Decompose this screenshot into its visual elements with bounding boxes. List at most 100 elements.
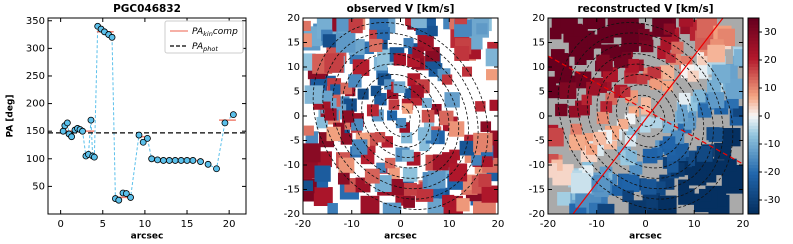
voronoi-bin xyxy=(314,165,331,182)
colorbar-tick-label: -20 xyxy=(764,167,780,178)
velocity-map xyxy=(303,18,498,214)
isophote-contour xyxy=(557,22,734,210)
x-tick-label: 20 xyxy=(737,219,750,230)
voronoi-bin xyxy=(674,152,687,165)
colorbar-step xyxy=(748,148,759,153)
colorbar-step xyxy=(748,63,759,68)
legend-text-part: comp xyxy=(213,27,238,37)
voronoi-bin xyxy=(671,41,684,54)
voronoi-bin xyxy=(628,200,646,214)
colorbar-step xyxy=(748,53,759,58)
voronoi-bin xyxy=(688,167,707,186)
voronoi-bin xyxy=(696,145,713,162)
voronoi-bin xyxy=(667,154,679,166)
voronoi-bin xyxy=(313,187,333,207)
voronoi-bin xyxy=(663,23,675,35)
isophote-contour xyxy=(586,53,705,179)
voronoi-bin xyxy=(357,88,369,100)
voronoi-bin xyxy=(568,105,581,118)
voronoi-bin xyxy=(387,110,398,121)
voronoi-bin xyxy=(364,168,380,184)
x-tick-label: 20 xyxy=(223,219,236,230)
x-tick-label: -20 xyxy=(295,219,311,230)
legend-text-part: PA xyxy=(192,42,203,52)
voronoi-bin xyxy=(303,33,312,48)
voronoi-bin xyxy=(352,59,370,76)
voronoi-bin xyxy=(628,106,640,117)
voronoi-bin xyxy=(427,25,438,37)
data-point xyxy=(135,131,143,139)
voronoi-bin xyxy=(639,121,651,133)
voronoi-bin xyxy=(722,128,741,147)
voronoi-bin xyxy=(587,34,602,49)
colorbar-step xyxy=(748,191,759,195)
x-tick-label: 20 xyxy=(492,219,505,230)
voronoi-bin xyxy=(321,90,333,102)
colorbar-step xyxy=(748,102,759,107)
voronoi-bin xyxy=(377,48,394,66)
data-point xyxy=(148,155,156,163)
isophote-contour xyxy=(351,63,450,169)
x-tick-label: 0 xyxy=(397,219,403,230)
voronoi-bin xyxy=(369,38,383,52)
colorbar-step xyxy=(748,184,759,189)
voronoi-bin xyxy=(348,18,363,34)
voronoi-bin xyxy=(303,125,314,136)
legend-text-part: PA xyxy=(192,27,203,37)
y-tick-label: 100 xyxy=(26,154,45,165)
colorbar-step xyxy=(748,109,759,114)
voronoi-bin xyxy=(726,95,739,109)
legend-box xyxy=(164,20,244,54)
x-tick-label: 0 xyxy=(57,219,63,230)
voronoi-bin xyxy=(659,65,675,80)
colorbar-step xyxy=(748,34,759,39)
voronoi-bin xyxy=(403,38,414,49)
voronoi-bin xyxy=(593,131,607,146)
colorbar-step xyxy=(748,83,759,88)
x-tick-label: -10 xyxy=(344,219,360,230)
voronoi-bin xyxy=(364,142,376,153)
y-tick-label: 350 xyxy=(26,16,45,27)
voronoi-bin xyxy=(374,131,386,143)
voronoi-bin xyxy=(338,157,355,174)
colorbar-step xyxy=(748,44,759,48)
voronoi-bin xyxy=(647,66,661,81)
colorbar-step xyxy=(748,27,759,32)
colorbar-step xyxy=(748,96,759,101)
voronoi-bin xyxy=(485,48,498,67)
x-tick-label: 5 xyxy=(100,219,106,230)
voronoi-bin xyxy=(348,74,362,88)
voronoi-bin xyxy=(707,44,725,63)
voronoi-bin xyxy=(564,75,576,87)
data-point xyxy=(144,134,151,142)
data-point xyxy=(87,116,95,124)
isophote-contour xyxy=(312,22,489,210)
isophote-contour xyxy=(390,105,411,127)
voronoi-bin xyxy=(340,133,353,145)
voronoi-bin xyxy=(585,143,598,155)
y-tick-label: 15 xyxy=(287,38,300,49)
voronoi-bin xyxy=(625,150,638,163)
voronoi-bin xyxy=(352,139,368,155)
voronoi-bin xyxy=(627,18,639,27)
voronoi-bin xyxy=(707,80,721,94)
voronoi-bin xyxy=(316,116,328,129)
voronoi-bin xyxy=(581,94,592,106)
colorbar-step xyxy=(748,50,759,55)
voronoi-bin xyxy=(480,121,492,132)
voronoi-bin xyxy=(683,118,696,130)
colorbar-step xyxy=(748,178,759,182)
voronoi-bin xyxy=(555,103,568,117)
voronoi-bin xyxy=(692,89,706,103)
voronoi-bin xyxy=(454,18,467,25)
x-tick-label: 15 xyxy=(181,219,194,230)
voronoi-bin xyxy=(569,203,587,214)
voronoi-bin xyxy=(597,177,611,191)
x-tick-label: 10 xyxy=(443,219,456,230)
legend-text-part: kin xyxy=(203,30,213,38)
y-tick-label: 5 xyxy=(294,87,300,98)
voronoi-bin xyxy=(609,46,622,59)
voronoi-bin xyxy=(605,93,618,105)
voronoi-bin xyxy=(658,195,677,214)
voronoi-bin xyxy=(395,117,407,129)
